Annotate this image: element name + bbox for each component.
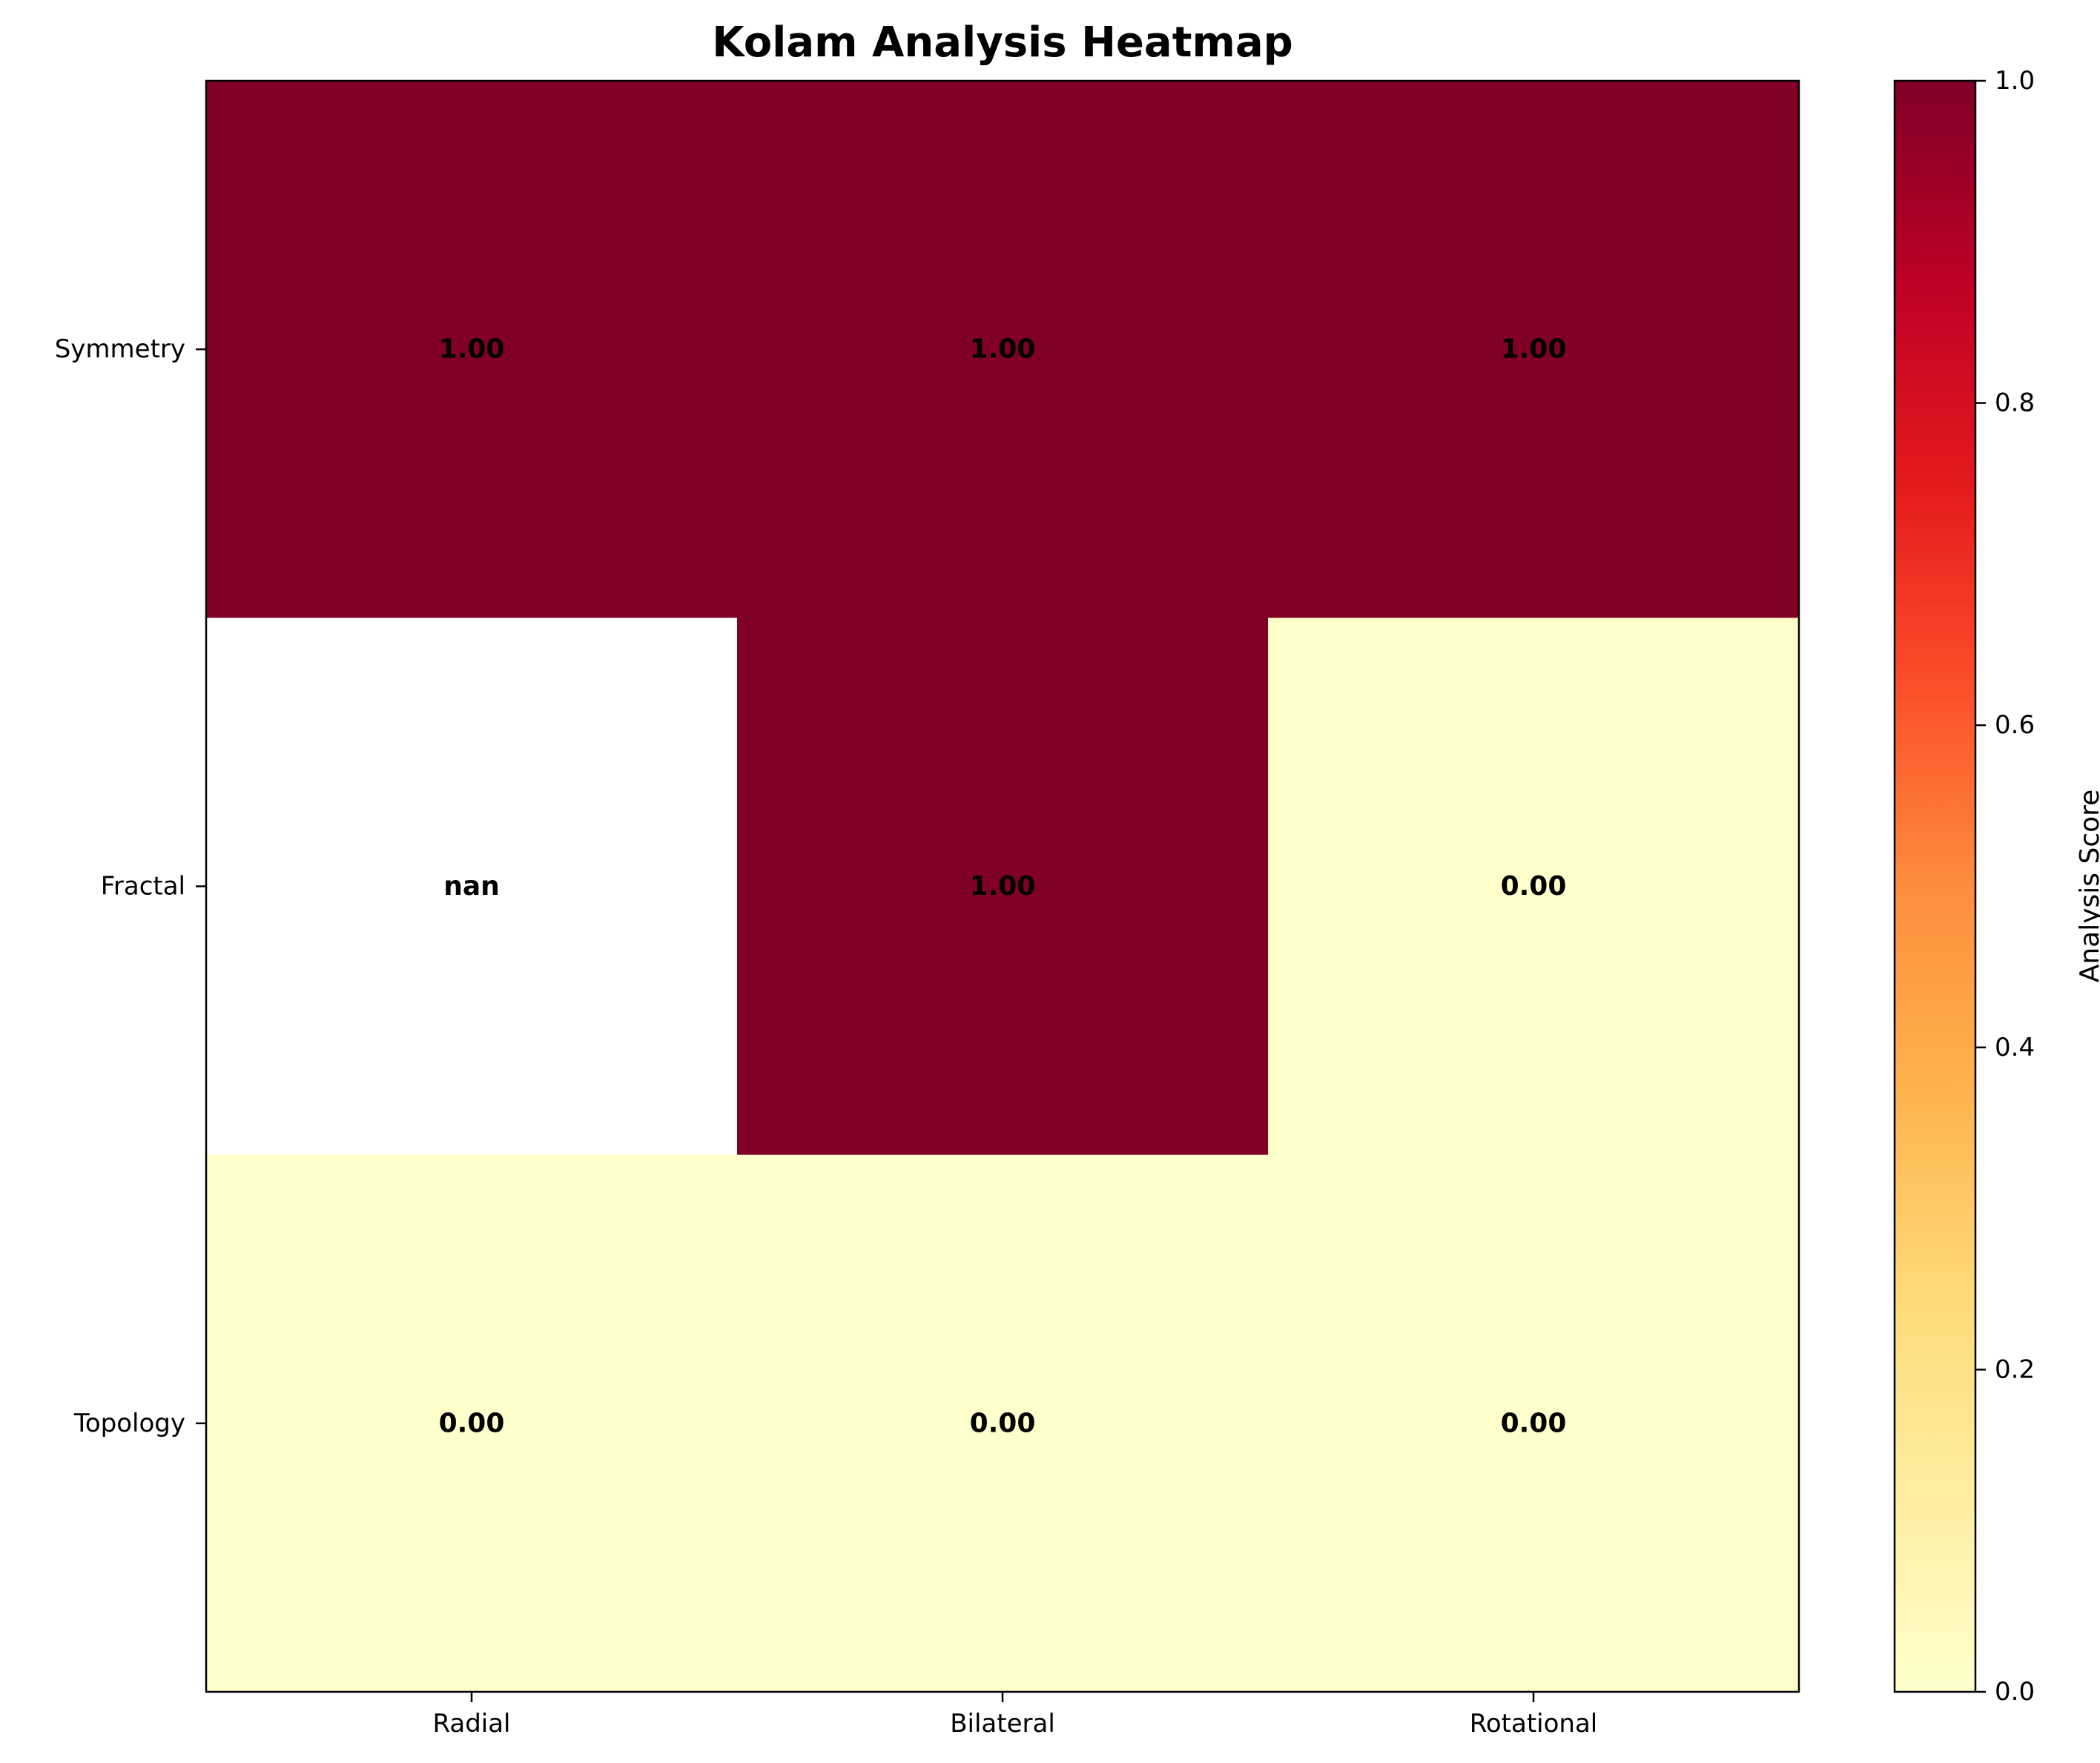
heatmap-cell bbox=[206, 81, 738, 618]
heatmap-cell bbox=[206, 1154, 738, 1693]
y-tick-label: Topology bbox=[73, 1409, 185, 1438]
colorbar-ticks: 0.0 0.2 0.4 0.6 0.8 1.0 bbox=[1975, 66, 2035, 1707]
heatmap-cell bbox=[1268, 81, 1800, 618]
y-tick-label: Fractal bbox=[101, 872, 185, 902]
cell-value-label: 0.00 bbox=[1501, 871, 1567, 902]
heatmap-cell bbox=[737, 81, 1269, 618]
x-tick-label: Rotational bbox=[1470, 1709, 1597, 1739]
cell-value-label: 0.00 bbox=[1501, 1408, 1567, 1438]
colorbar-tick-label: 0.2 bbox=[1995, 1354, 2035, 1384]
cell-value-label: 0.00 bbox=[439, 1408, 505, 1438]
x-axis: Radial Bilateral Rotational bbox=[432, 1692, 1597, 1739]
cell-value-label: 1.00 bbox=[439, 334, 505, 365]
cell-value-labels: 1.00 1.00 1.00 nan 1.00 0.00 0.00 0.00 0.00 bbox=[439, 334, 1567, 1439]
colorbar: 0.0 0.2 0.4 0.6 0.8 1.0 Analysis Score bbox=[1893, 66, 2100, 1707]
colorbar-gradient bbox=[1895, 81, 1975, 1692]
cell-value-label: 0.00 bbox=[970, 1408, 1036, 1438]
colorbar-tick-label: 0.6 bbox=[1995, 710, 2035, 740]
x-tick-label: Radial bbox=[432, 1709, 510, 1739]
heatmap-cell bbox=[737, 618, 1269, 1156]
colorbar-tick-label: 0.0 bbox=[1995, 1677, 2035, 1707]
cell-value-label: 1.00 bbox=[970, 334, 1036, 365]
colorbar-tick-label: 0.8 bbox=[1995, 388, 2035, 418]
colorbar-frame bbox=[1893, 79, 1977, 1693]
heatmap-cell bbox=[206, 618, 738, 1156]
heatmap-cell bbox=[1268, 1154, 1800, 1693]
colorbar-tick-label: 0.4 bbox=[1995, 1033, 2035, 1062]
heatmap-cell bbox=[1268, 618, 1800, 1156]
y-axis: Symmetry Fractal Topology bbox=[55, 334, 206, 1438]
heatmap-cell bbox=[737, 1154, 1269, 1693]
cell-value-label: 1.00 bbox=[970, 871, 1036, 902]
x-tick-label: Bilateral bbox=[950, 1709, 1055, 1739]
cell-value-label: 1.00 bbox=[1501, 334, 1567, 365]
chart-title: Kolam Analysis Heatmap bbox=[712, 19, 1292, 67]
heatmap-cells bbox=[206, 81, 1800, 1693]
colorbar-tick-label: 1.0 bbox=[1995, 66, 2035, 96]
colorbar-label: Analysis Score bbox=[2075, 790, 2100, 983]
cell-value-label: nan bbox=[443, 871, 500, 902]
y-tick-label: Symmetry bbox=[55, 334, 185, 364]
